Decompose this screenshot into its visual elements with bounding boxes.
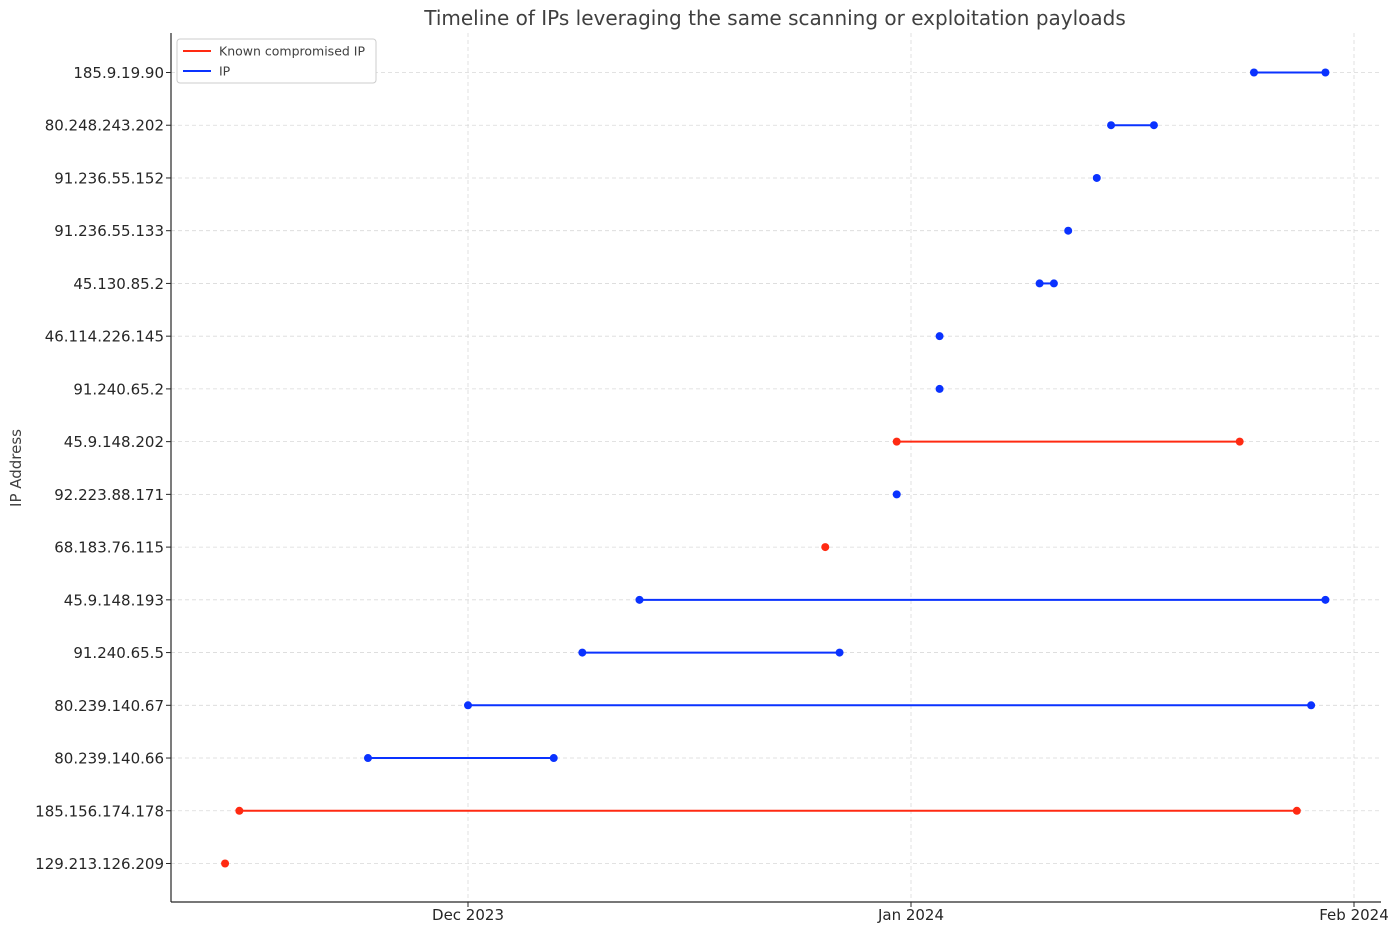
timeline-entry [821, 543, 830, 552]
timeline-entry [578, 648, 844, 657]
timeline-entry [363, 754, 558, 763]
timeline-end-point [549, 754, 558, 763]
y-tick-label: 185.156.174.178 [35, 802, 164, 820]
timeline-start-point [935, 384, 944, 393]
y-tick-label: 185.9.19.90 [73, 64, 164, 82]
y-axis-label: IP Address [7, 429, 25, 507]
x-tick-label: Feb 2024 [1319, 906, 1389, 924]
timeline-start-point [578, 648, 587, 657]
timeline-start-point [221, 859, 230, 868]
y-tick-label: 45.130.85.2 [73, 275, 164, 293]
timeline-end-point [1292, 806, 1301, 815]
x-tick-label: Dec 2023 [432, 906, 504, 924]
x-tick-labels: Dec 2023 Jan 2024 Feb 2024 [432, 902, 1389, 924]
timeline-end-point [835, 648, 844, 657]
y-tick-label: 91.236.55.152 [54, 169, 164, 187]
timeline-entry [935, 332, 944, 341]
timeline-start-point [363, 754, 372, 763]
y-tick-label: 45.9.148.193 [64, 591, 164, 609]
timeline-start-point [1035, 279, 1044, 288]
timeline-entry [892, 490, 901, 499]
timeline-start-point [821, 543, 830, 552]
y-tick-label: 46.114.226.145 [45, 328, 164, 346]
timeline-start-point [1249, 68, 1258, 77]
timeline-entry [1035, 279, 1058, 288]
timeline-start-point [1107, 121, 1116, 130]
timeline-entry [221, 859, 230, 868]
timeline-end-point [1149, 121, 1158, 130]
timeline-series [221, 68, 1330, 868]
timeline-end-point [1049, 279, 1058, 288]
grid-layer [171, 33, 1381, 902]
timeline-entry [464, 701, 1316, 710]
x-tick-label: Jan 2024 [877, 906, 944, 924]
timeline-entry [1064, 226, 1073, 235]
y-tick-label: 91.240.65.2 [73, 380, 164, 398]
timeline-start-point [464, 701, 472, 710]
y-tick-label: 80.248.243.202 [45, 117, 164, 135]
timeline-start-point [892, 437, 901, 446]
timeline-start-point [1092, 173, 1101, 182]
timeline-entry [1249, 68, 1330, 77]
y-tick-label: 129.213.126.209 [35, 855, 164, 873]
timeline-start-point [1064, 226, 1073, 235]
legend-label-ip: IP [219, 64, 231, 79]
timeline-end-point [1235, 437, 1244, 446]
y-tick-label: 91.236.55.133 [54, 222, 164, 240]
timeline-start-point [892, 490, 901, 499]
timeline-entry [635, 595, 1330, 604]
timeline-start-point [635, 595, 644, 604]
legend-label-known: Known compromised IP [219, 44, 365, 59]
y-tick-label: 80.239.140.67 [54, 697, 164, 715]
y-tick-label: 91.240.65.5 [73, 644, 164, 662]
y-tick-label: 92.223.88.171 [54, 486, 164, 504]
y-tick-label: 68.183.76.115 [54, 539, 164, 557]
legend-frame [176, 38, 377, 84]
timeline-start-point [935, 332, 944, 341]
y-tick-labels: 129.213.126.209 185.156.174.178 80.239.140… [35, 64, 171, 873]
timeline-entry [935, 384, 944, 393]
timeline-entry [235, 806, 1301, 815]
timeline-entry [1107, 121, 1158, 130]
y-tick-label: 45.9.148.202 [64, 433, 164, 451]
legend: Known compromised IP IP [176, 38, 377, 84]
timeline-end-point [1321, 595, 1330, 604]
timeline-end-point [1307, 701, 1316, 710]
timeline-entry [1092, 173, 1101, 182]
y-tick-label: 80.239.140.66 [54, 750, 164, 768]
timeline-end-point [1321, 68, 1330, 77]
timeline-start-point [235, 806, 244, 815]
timeline-entry [892, 437, 1244, 446]
chart-title: Timeline of IPs leveraging the same scan… [423, 6, 1126, 30]
